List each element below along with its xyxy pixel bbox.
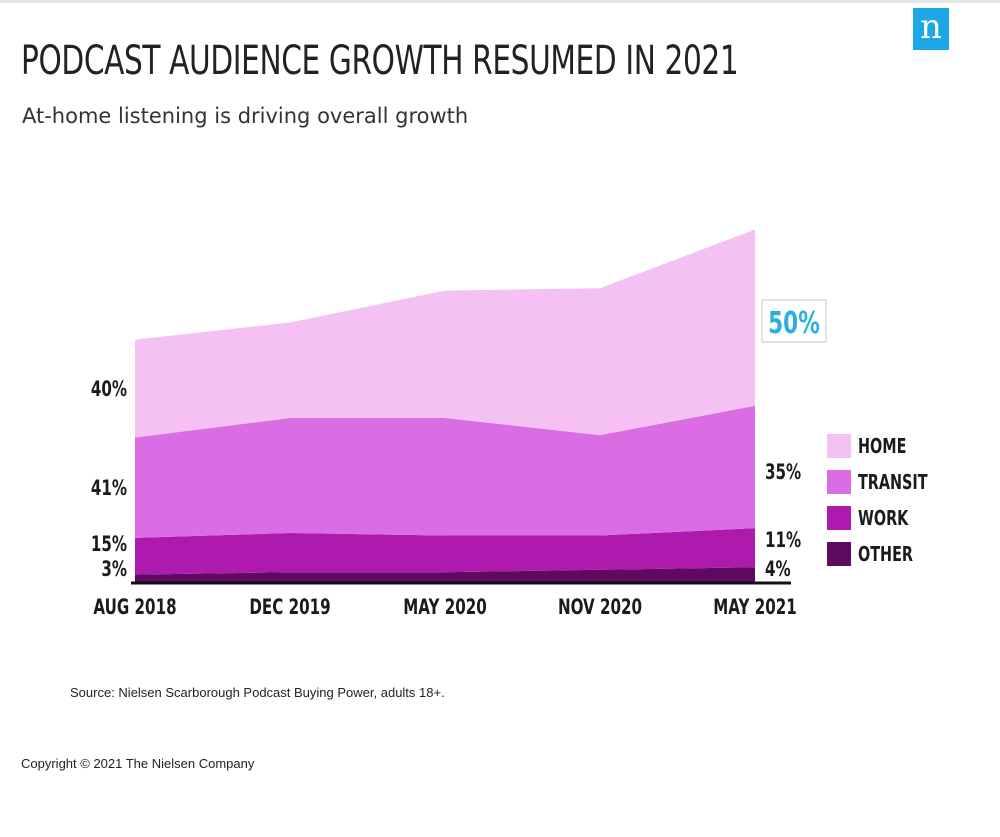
area-transit [135, 405, 755, 538]
legend-swatch-home [827, 434, 851, 458]
end-value-label: 11% [765, 529, 801, 553]
x-tick-label: AUG 2018 [93, 596, 176, 620]
area-other [135, 567, 755, 582]
x-tick-label: MAY 2020 [403, 596, 487, 620]
area-work [135, 528, 755, 575]
end-value-label: 35% [765, 461, 801, 485]
area-home [135, 229, 755, 438]
source-note: Source: Nielsen Scarborough Podcast Buyi… [70, 685, 445, 700]
chart-title: PODCAST AUDIENCE GROWTH RESUMED IN 2021 [21, 38, 739, 84]
start-value-label: 41% [91, 477, 127, 501]
top-divider [0, 0, 1000, 3]
start-value-label: 40% [91, 378, 127, 402]
legend-label-work: WORK [858, 508, 910, 531]
x-tick-label: DEC 2019 [249, 596, 330, 620]
legend-label-other: OTHER [858, 544, 913, 567]
start-value-label: 15% [91, 533, 127, 557]
end-value-label: 4% [765, 558, 791, 582]
legend-swatch-transit [827, 470, 851, 494]
x-tick-label: MAY 2021 [713, 596, 797, 620]
x-tick-label: NOV 2020 [558, 596, 642, 620]
legend-swatch-other [827, 542, 851, 566]
legend-label-transit: TRANSIT [858, 472, 928, 495]
legend-swatch-work [827, 506, 851, 530]
legend-label-home: HOME [858, 436, 906, 459]
copyright-note: Copyright © 2021 The Nielsen Company [21, 756, 255, 771]
highlight-value-label: 50% [768, 307, 820, 341]
start-value-label: 3% [101, 558, 127, 582]
nielsen-logo[interactable]: n [913, 8, 949, 50]
highlight-box [761, 299, 827, 343]
stacked-area-chart: AUG 2018 DEC 2019 MAY 2020 NOV 2020 MAY 2021… [91, 229, 928, 620]
chart-subtitle: At-home listening is driving overall gro… [22, 104, 469, 128]
